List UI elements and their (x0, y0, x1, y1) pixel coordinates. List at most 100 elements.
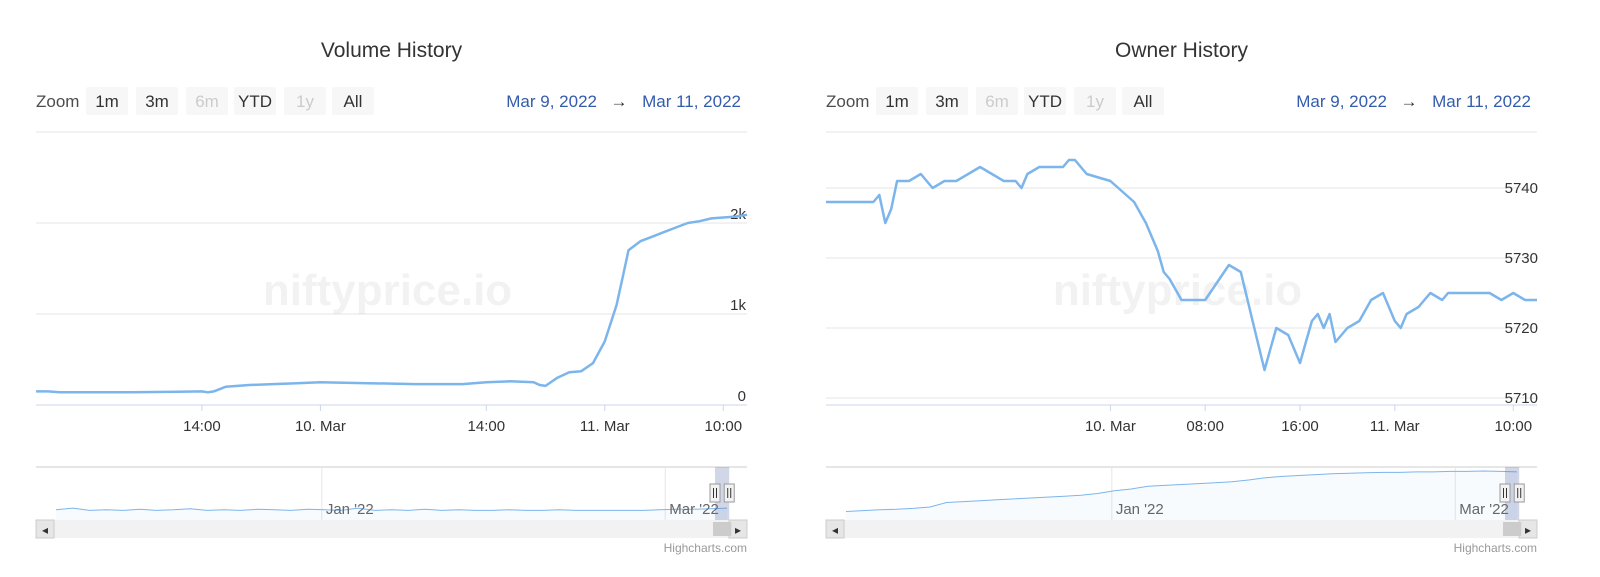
zoom-button-label: 1m (885, 92, 909, 111)
owner-history-chart: Owner History Zoom 1m 3m 6m YTD 1y All Mar 11, 2… (790, 0, 1580, 577)
x-tick-label: 14:00 (468, 418, 506, 435)
x-tick-label: 11. Mar (1370, 418, 1420, 435)
navigator-handle-right[interactable] (723, 483, 735, 503)
navigator-area (846, 471, 1517, 520)
x-tick-label: 10. Mar (295, 418, 346, 435)
volume-history-svg: Volume History Zoom 1m 3m 6m YTD 1y All Mar 11, … (35, 39, 748, 555)
watermark-text: niftyprice.io (263, 266, 512, 315)
scroll-left-icon: ◂ (42, 523, 48, 537)
zoom-button-1y: 1y (1074, 87, 1116, 115)
zoom-button-ytd[interactable]: YTD (234, 87, 276, 115)
handle-body (1499, 483, 1511, 503)
y-tick-label: 5710 (1505, 390, 1538, 407)
x-tick-label: 10:00 (705, 418, 743, 435)
zoom-button-bg (876, 87, 918, 115)
date-range-arrow: → (611, 92, 628, 111)
scroll-right-icon: ▸ (735, 523, 741, 537)
scrollbar-thumb[interactable] (713, 522, 732, 536)
x-tick-label: 10. Mar (1085, 418, 1136, 435)
credits-link[interactable]: Highcharts.com (664, 541, 747, 555)
date-to-input[interactable]: Mar 11, 2022 (642, 92, 741, 111)
zoom-button-label: 1y (296, 92, 314, 111)
credits-link[interactable]: Highcharts.com (1454, 541, 1537, 555)
navigator-line (55, 507, 728, 511)
y-tick-label: 5720 (1505, 320, 1538, 337)
date-from-input[interactable]: Mar 9, 2022 (506, 92, 597, 111)
date-to-input[interactable]: Mar 11, 2022 (1432, 92, 1531, 111)
x-tick-label: 11. Mar (580, 418, 630, 435)
zoom-button-label: All (344, 92, 363, 111)
zoom-button-1m[interactable]: 1m (876, 87, 918, 115)
zoom-button-label: 3m (145, 92, 169, 111)
navigator[interactable]: Jan '22 Mar '22 (36, 466, 747, 520)
zoom-button-bg (1024, 87, 1066, 115)
y-tick-label: 1k (730, 297, 746, 314)
scrollbar-track (826, 520, 1537, 538)
zoom-label: Zoom (36, 92, 79, 111)
y-tick-label: 2k (730, 206, 746, 223)
zoom-button-bg (284, 87, 326, 115)
x-tick-label: 10:00 (1495, 418, 1533, 435)
scroll-left-button[interactable] (825, 519, 845, 539)
zoom-button-all[interactable]: All (332, 87, 374, 115)
y-tick-label: 5730 (1505, 250, 1538, 267)
zoom-button-label: All (1134, 92, 1153, 111)
x-tick-label: 08:00 (1186, 418, 1224, 435)
date-range-arrow: → (1401, 92, 1418, 111)
scrollbar[interactable]: ◂ ▸ (825, 519, 1538, 539)
volume-history-chart: Volume History Zoom 1m 3m 6m YTD 1y All Mar 11, … (0, 0, 790, 577)
handle-body (1513, 483, 1525, 503)
zoom-button-label: 3m (935, 92, 959, 111)
zoom-button-bg (234, 87, 276, 115)
navigator-line (845, 470, 1518, 512)
navigator-label: Jan '22 (326, 501, 374, 518)
navigator-label: Jan '22 (1116, 501, 1164, 518)
zoom-button-6m: 6m (186, 87, 228, 115)
zoom-button-ytd[interactable]: YTD (1024, 87, 1066, 115)
x-tick-label: 16:00 (1281, 418, 1319, 435)
scrollbar[interactable]: ◂ ▸ (35, 519, 748, 539)
y-tick-label: 0 (738, 388, 746, 405)
zoom-button-label: YTD (1028, 92, 1062, 111)
navigator-area (56, 508, 727, 520)
navigator-label: Mar '22 (1459, 501, 1509, 518)
scroll-left-icon: ◂ (832, 523, 838, 537)
zoom-button-label: YTD (238, 92, 272, 111)
navigator-handle-left[interactable] (1499, 483, 1511, 503)
scrollbar-thumb[interactable] (1503, 522, 1522, 536)
scroll-right-icon: ▸ (1525, 523, 1531, 537)
y-tick-label: 5740 (1505, 180, 1538, 197)
zoom-button-3m[interactable]: 3m (926, 87, 968, 115)
navigator-handle-left[interactable] (709, 483, 721, 503)
x-tick-label: 14:00 (183, 418, 221, 435)
series-line-0 (36, 213, 748, 394)
zoom-button-1m[interactable]: 1m (86, 87, 128, 115)
zoom-button-bg (86, 87, 128, 115)
navigator-label: Mar '22 (669, 501, 719, 518)
zoom-button-bg (976, 87, 1018, 115)
zoom-button-bg (332, 87, 374, 115)
zoom-button-bg (926, 87, 968, 115)
zoom-button-label: 1m (95, 92, 119, 111)
zoom-button-bg (136, 87, 178, 115)
handle-body (723, 483, 735, 503)
handle-body (709, 483, 721, 503)
zoom-button-bg (1074, 87, 1116, 115)
zoom-button-6m: 6m (976, 87, 1018, 115)
zoom-button-all[interactable]: All (1122, 87, 1164, 115)
zoom-button-label: 6m (195, 92, 219, 111)
chart-title: Volume History (321, 39, 463, 62)
series-line-0 (826, 158, 1537, 372)
zoom-button-3m[interactable]: 3m (136, 87, 178, 115)
zoom-button-bg (186, 87, 228, 115)
date-from-input[interactable]: Mar 9, 2022 (1296, 92, 1387, 111)
navigator-window[interactable] (1505, 467, 1520, 520)
owner-history-svg: Owner History Zoom 1m 3m 6m YTD 1y All Mar 11, 2… (825, 39, 1538, 555)
chart-title: Owner History (1115, 39, 1249, 62)
navigator[interactable]: Jan '22 Mar '22 (826, 466, 1537, 520)
scroll-left-button[interactable] (35, 519, 55, 539)
navigator-handle-right[interactable] (1513, 483, 1525, 503)
navigator-window[interactable] (715, 467, 730, 520)
scrollbar-track (36, 520, 747, 538)
zoom-button-1y: 1y (284, 87, 326, 115)
